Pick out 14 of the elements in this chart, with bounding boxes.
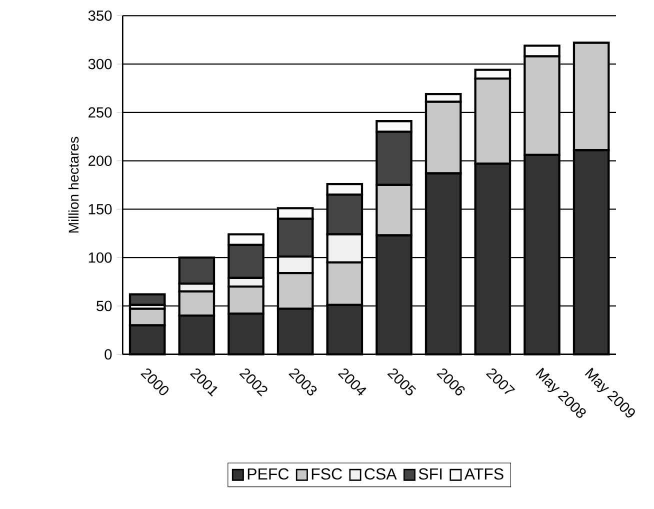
y-tick-label: 150 [88, 204, 112, 214]
y-tick-label: 300 [88, 58, 112, 70]
y-tick-label: 0 [104, 349, 112, 360]
legend-label: ATFS [464, 468, 504, 480]
y-tick-label: 350 [88, 10, 112, 21]
legend-label: SFI [418, 468, 442, 480]
y-tick-label: 100 [88, 252, 112, 263]
legend-label: CSA [364, 468, 397, 480]
y-axis-title: Million hectares [68, 136, 79, 232]
legend-label: PEFC [248, 468, 289, 480]
y-tick-label: 200 [88, 156, 112, 166]
y-tick-label: 250 [88, 107, 112, 118]
legend-label: FSC [312, 468, 342, 480]
y-tick-label: 50 [96, 300, 112, 312]
